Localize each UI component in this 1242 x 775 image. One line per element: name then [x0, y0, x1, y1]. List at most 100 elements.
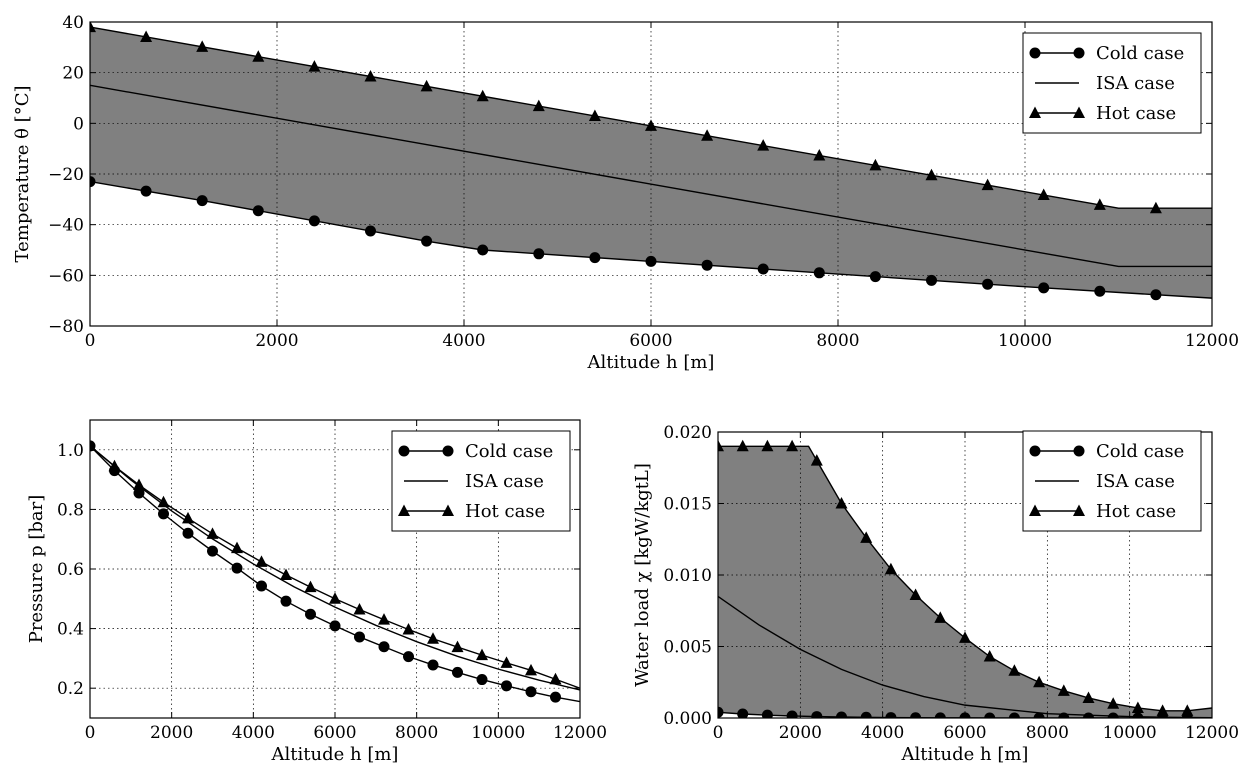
- data-point: [403, 651, 414, 663]
- data-point: [90, 176, 96, 188]
- data-point: [133, 478, 145, 490]
- data-point: [982, 278, 994, 290]
- data-point: [757, 139, 770, 151]
- data-point: [476, 648, 488, 661]
- data-point: [1008, 712, 1020, 718]
- data-point: [925, 168, 938, 181]
- data-point: [533, 248, 545, 260]
- legend-label: ISA case: [1096, 471, 1175, 492]
- y-tick-label: −60: [48, 266, 84, 286]
- legend-label: Cold case: [1096, 441, 1184, 462]
- data-point: [252, 205, 264, 217]
- legend-marker: [1073, 504, 1085, 516]
- data-point: [280, 595, 292, 607]
- legend-marker: [1029, 47, 1041, 59]
- data-point: [1131, 701, 1144, 713]
- x-tick-label: 0: [713, 723, 724, 743]
- data-point: [761, 439, 774, 452]
- legend: Cold case ISA case Hot case: [391, 430, 571, 532]
- data-point: [353, 603, 366, 615]
- x-tick-label: 2000: [779, 723, 822, 743]
- fill-band: [718, 446, 1212, 718]
- data-point: [983, 650, 996, 662]
- x-tick-label: 0: [85, 723, 96, 743]
- x-tick-label: 6000: [943, 723, 986, 743]
- data-point: [934, 611, 947, 623]
- data-point: [525, 686, 537, 698]
- data-point: [1156, 704, 1169, 716]
- legend-label: ISA case: [1096, 73, 1175, 94]
- x-tick-label: 10000: [1103, 723, 1157, 743]
- legend: Cold case ISA case Hot case: [1022, 32, 1202, 134]
- y-axis-label: Pressure p [bar]: [26, 495, 47, 644]
- data-point: [884, 562, 897, 575]
- x-axis-label: Altitude h [m]: [271, 744, 399, 765]
- data-point: [525, 663, 537, 676]
- data-point: [757, 263, 769, 275]
- y-tick-label: −20: [48, 165, 84, 185]
- data-point: [108, 459, 121, 472]
- pressure-plot: 0 2000 4000 6000 8000 10000 12000 0.2 0.4 0.6 0.8 1…: [26, 419, 607, 765]
- data-point: [1094, 285, 1106, 297]
- data-point: [550, 691, 561, 703]
- legend-label: Hot case: [1096, 103, 1176, 124]
- data-point: [477, 244, 489, 256]
- data-point: [959, 631, 971, 643]
- series-line: [90, 26, 1212, 209]
- data-point: [549, 672, 562, 685]
- data-point: [737, 708, 749, 718]
- x-tick-label: 4000: [861, 723, 904, 743]
- data-point: [645, 119, 657, 131]
- y-tick-label: 0.6: [57, 560, 84, 580]
- data-point: [736, 439, 749, 452]
- data-point: [133, 487, 145, 499]
- y-tick-label: 40: [62, 13, 84, 33]
- data-point: [1037, 188, 1050, 201]
- data-point: [1033, 712, 1045, 718]
- legend-marker: [1029, 106, 1041, 118]
- data-point: [1181, 704, 1194, 716]
- data-point: [231, 541, 243, 554]
- x-tick-label: 12000: [553, 723, 607, 743]
- x-tick-label: 10000: [471, 723, 525, 743]
- data-point: [1093, 198, 1106, 210]
- legend-label: Cold case: [1096, 43, 1184, 64]
- legend-marker: [442, 504, 454, 516]
- data-point: [402, 622, 415, 635]
- legend-marker: [1073, 106, 1085, 118]
- data-point: [645, 255, 657, 267]
- data-point: [452, 666, 463, 678]
- data-point: [926, 274, 937, 286]
- data-point: [140, 30, 153, 42]
- legend-label: Hot case: [1096, 501, 1176, 522]
- data-point: [501, 680, 512, 692]
- series-line: [90, 445, 580, 691]
- series-line: [90, 84, 1212, 268]
- x-tick-label: 2000: [150, 723, 193, 743]
- data-point: [182, 511, 194, 524]
- data-point: [981, 178, 994, 191]
- data-point: [588, 109, 601, 121]
- y-tick-label: 0.2: [57, 679, 84, 699]
- data-point: [701, 129, 714, 141]
- data-point: [427, 632, 439, 644]
- x-tick-label: 8000: [395, 723, 438, 743]
- x-tick-label: 0: [85, 331, 96, 351]
- data-point: [813, 267, 825, 279]
- y-tick-label: 0.005: [663, 638, 712, 658]
- data-point: [786, 710, 798, 718]
- legend-label: ISA case: [465, 471, 544, 492]
- data-point: [718, 706, 724, 718]
- x-axis-label: Altitude h [m]: [587, 352, 715, 373]
- x-tick-label: 4000: [232, 723, 275, 743]
- y-tick-label: 0.000: [663, 709, 712, 729]
- data-point: [364, 69, 377, 82]
- data-point: [1008, 664, 1021, 676]
- data-point: [984, 712, 996, 718]
- legend-marker: [1073, 445, 1085, 457]
- legend-label: Hot case: [465, 501, 545, 522]
- data-point: [196, 195, 208, 207]
- data-point: [500, 656, 513, 668]
- data-point: [231, 562, 243, 574]
- legend-marker: [442, 445, 454, 457]
